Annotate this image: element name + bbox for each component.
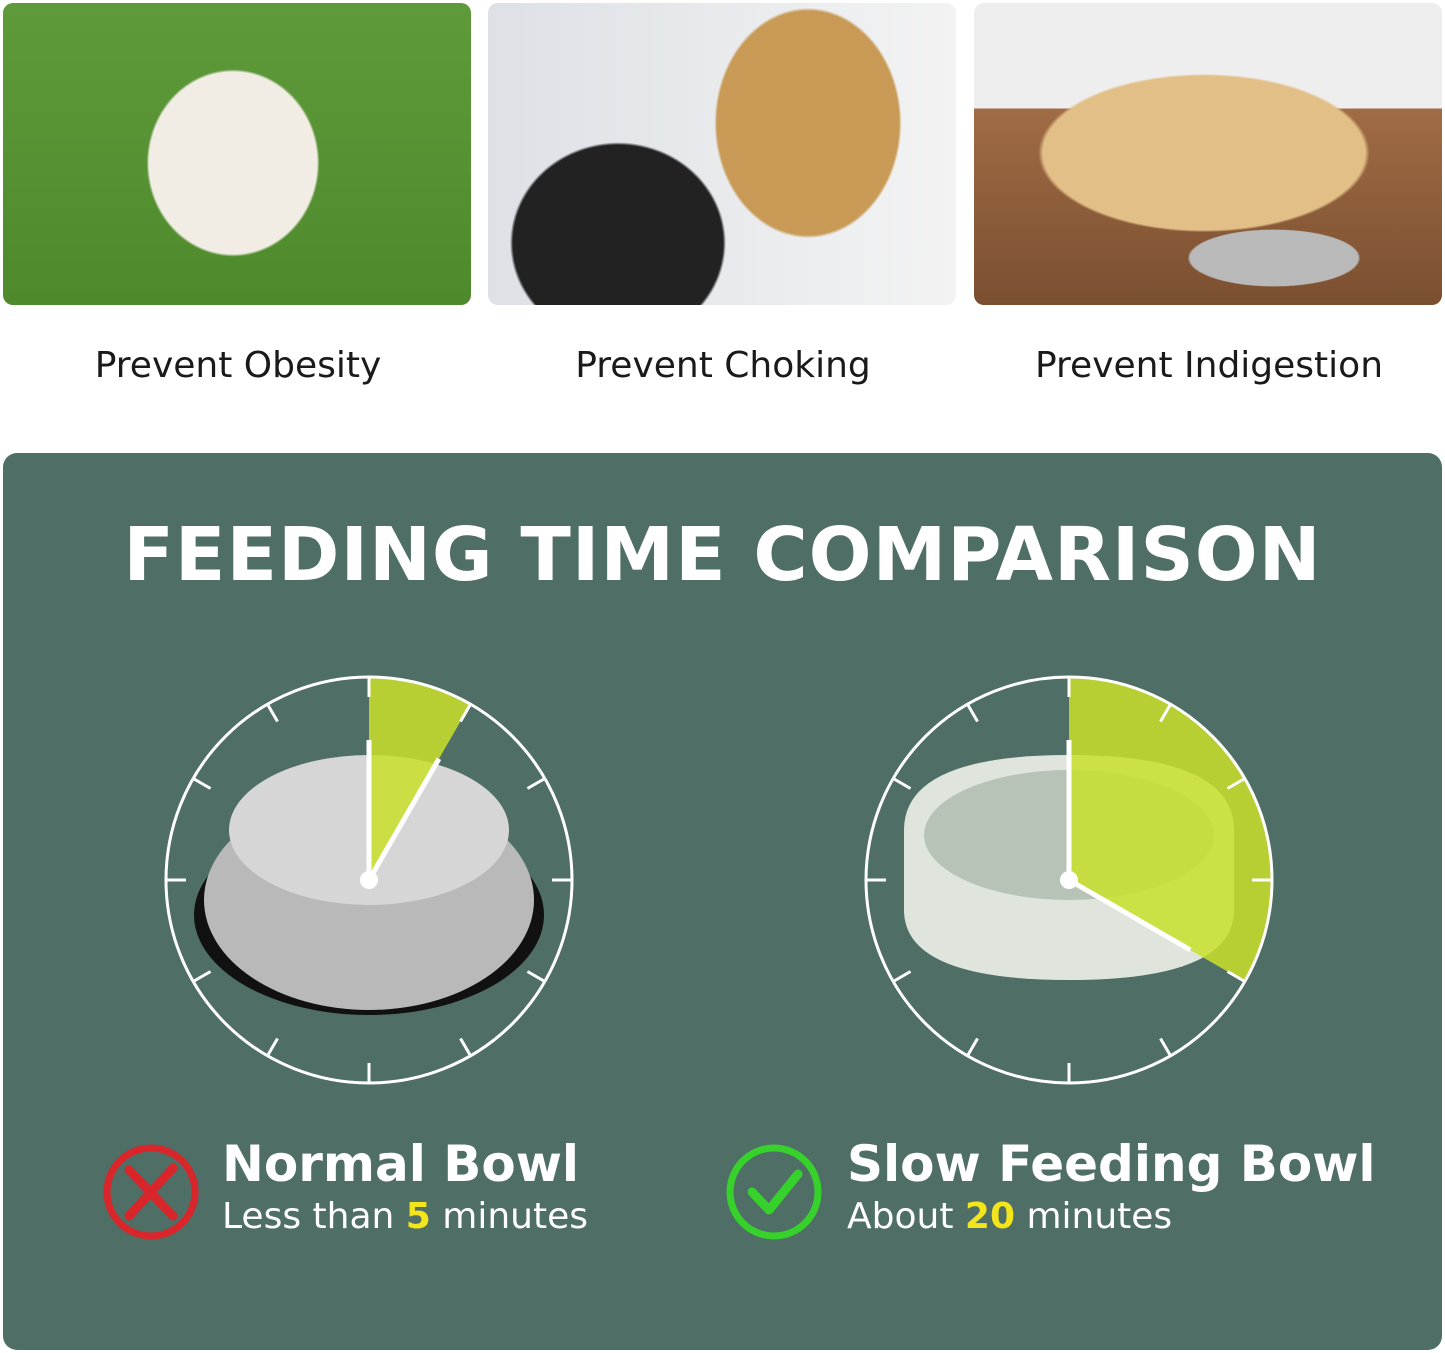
clock-hand-end [1067, 877, 1192, 953]
normal-bowl-time: Less than 5 minutes [222, 1196, 589, 1237]
pug-photo [3, 3, 471, 305]
clock-tick [966, 1037, 979, 1057]
clock-tick [892, 970, 912, 983]
slow-bowl-time: About 20 minutes [847, 1196, 1173, 1237]
green-check-circle-icon [726, 1144, 822, 1240]
clock-hand-end [366, 757, 442, 882]
normal-bowl-name: Normal Bowl [222, 1135, 580, 1193]
clock-tick [266, 703, 279, 723]
clock-tick [192, 970, 212, 983]
clock-tick [1226, 777, 1246, 790]
caption-indigestion: Prevent Indigestion [1034, 345, 1384, 386]
clock-tick [526, 777, 546, 790]
clock-center [1060, 871, 1078, 889]
time-wedge [1069, 677, 1272, 982]
clock-tick [1226, 970, 1246, 983]
retriever-photo [488, 3, 956, 305]
clock-tick [459, 1037, 472, 1057]
red-x-circle-icon [103, 1144, 199, 1240]
comparison-title: FEEDING TIME COMPARISON [123, 512, 1322, 598]
slow-bowl-name: Slow Feeding Bowl [847, 1135, 1376, 1193]
clock-tick [192, 777, 212, 790]
clock-tick [266, 1037, 279, 1057]
caption-choking: Prevent Choking [575, 345, 871, 386]
clock-tick [1159, 703, 1172, 723]
clock-tick [966, 703, 979, 723]
labrador-photo [974, 3, 1442, 305]
normal-bowl-label: Normal Bowl Less than 5 minutes [222, 1135, 588, 1241]
slow-bowl-label: Slow Feeding Bowl About 20 minutes [847, 1135, 1376, 1241]
clock-tick [526, 970, 546, 983]
caption-obesity: Prevent Obesity [94, 345, 382, 386]
time-wedge [369, 677, 471, 880]
clock-tick [892, 777, 912, 790]
clock-tick [1159, 1037, 1172, 1057]
slow-bowl-timer [864, 675, 1274, 1085]
clock-tick [459, 703, 472, 723]
normal-bowl-timer [164, 675, 574, 1085]
clock-center [360, 871, 378, 889]
